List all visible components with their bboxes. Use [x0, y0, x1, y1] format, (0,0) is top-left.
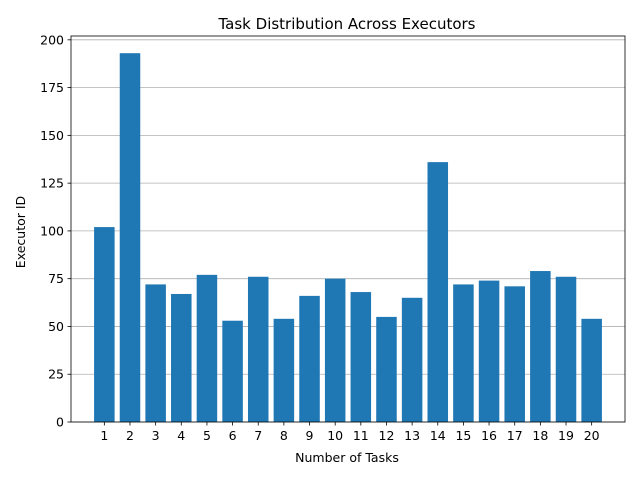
x-tick-label: 3	[152, 428, 160, 443]
y-tick-label: 0	[56, 415, 64, 430]
x-tick-label: 10	[327, 428, 343, 443]
bar-8	[273, 318, 295, 422]
x-tick-label: 5	[203, 428, 211, 443]
bar-5	[196, 274, 218, 422]
y-tick-label: 100	[40, 223, 64, 238]
bar-18	[530, 271, 551, 422]
bar-17	[504, 286, 525, 422]
y-tick-label: 50	[48, 319, 64, 334]
y-tick-label: 25	[48, 367, 64, 382]
x-tick-label: 6	[229, 428, 237, 443]
bar-1	[94, 227, 115, 422]
chart-title: Task Distribution Across Executors	[218, 15, 476, 33]
bar-12	[376, 316, 397, 422]
bar-2	[119, 53, 141, 422]
axes	[67, 35, 626, 426]
x-tick-label: 12	[379, 428, 395, 443]
x-tick-label: 9	[306, 428, 314, 443]
bar-10	[324, 278, 346, 422]
bar-19	[555, 276, 577, 422]
bar-6	[222, 320, 243, 422]
y-tick-label: 125	[40, 176, 64, 191]
bar-13	[401, 297, 423, 422]
y-tick-labels: 0 25 50 75 100 125 150 175 200	[40, 32, 64, 429]
bar-11	[350, 292, 372, 422]
plot-frame	[70, 35, 626, 423]
x-tick-label: 4	[177, 428, 185, 443]
y-axis-label: Executor ID	[13, 196, 28, 268]
x-tick-label: 13	[404, 428, 420, 443]
x-tick-label: 11	[353, 428, 369, 443]
bar-9	[299, 295, 320, 422]
bar-4	[171, 293, 192, 422]
x-tick-label: 19	[558, 428, 574, 443]
x-tick-label: 2	[126, 428, 134, 443]
x-tick-label: 14	[430, 428, 446, 443]
x-tick-label: 15	[455, 428, 471, 443]
bar-20	[581, 318, 602, 422]
x-tick-label: 1	[100, 428, 108, 443]
x-tick-label: 17	[507, 428, 523, 443]
x-tick-label: 20	[584, 428, 600, 443]
x-tick-label: 8	[280, 428, 288, 443]
x-tick-label: 7	[254, 428, 262, 443]
x-tick-label: 16	[481, 428, 497, 443]
y-tick-label: 200	[40, 32, 64, 47]
bar-15	[453, 284, 474, 422]
bar-14	[427, 162, 449, 422]
x-tick-labels: 1 2 3 4 5 6 7 8 9 10 11 12 13 14 15 16 17 18 19 20	[100, 428, 599, 443]
y-tick-label: 175	[40, 80, 64, 95]
bar-16	[478, 280, 500, 422]
bars	[94, 53, 602, 422]
x-axis-label: Number of Tasks	[295, 450, 399, 465]
y-tick-label: 75	[48, 271, 64, 286]
bar-7	[247, 276, 269, 422]
y-tick-label: 150	[40, 128, 64, 143]
x-tick-label: 18	[532, 428, 548, 443]
bar-3	[145, 284, 166, 422]
